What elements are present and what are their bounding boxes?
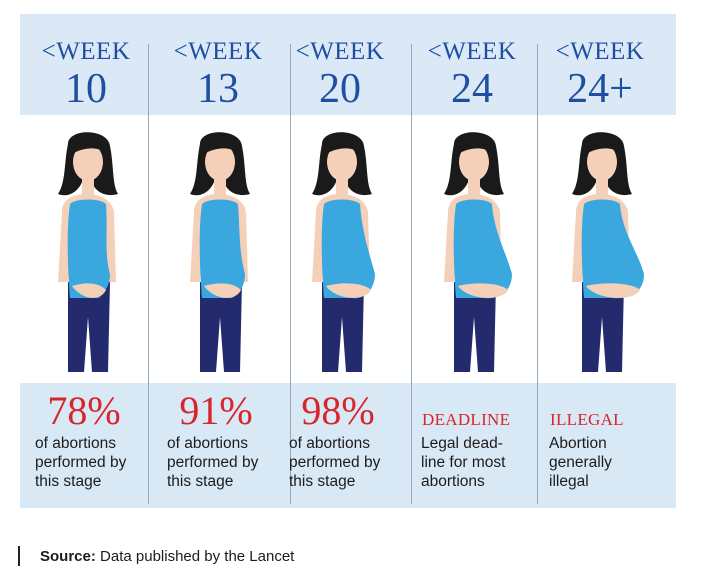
hair-fringe <box>458 141 490 154</box>
top <box>581 199 644 299</box>
pregnant-woman-illustration <box>572 132 644 372</box>
stage-column-week-13: <WEEK 13 91% of abortions performed by t… <box>156 14 280 508</box>
pregnant-woman-illustration <box>312 132 375 372</box>
neck <box>336 178 348 196</box>
pants <box>68 282 110 372</box>
pants <box>200 282 242 372</box>
stage-column-week-10: <WEEK 10 78% of abortions performed by t… <box>24 14 148 508</box>
stat-description: of abortions performed by this stage <box>167 434 279 491</box>
stage-heading: ILLEGAL <box>550 410 624 429</box>
description-line: performed by <box>289 454 381 471</box>
week-label: <WEEK <box>555 38 645 65</box>
hair-fringe <box>586 141 618 154</box>
hair-fringe <box>72 141 104 154</box>
neck <box>82 178 94 196</box>
top <box>321 199 375 299</box>
week-label: <WEEK <box>41 38 131 65</box>
hands <box>326 283 371 298</box>
description-line: line for most <box>421 454 506 471</box>
neck <box>596 178 608 196</box>
description-line: of abortions <box>35 435 116 452</box>
column-divider <box>411 44 412 504</box>
pants <box>322 282 364 372</box>
top <box>453 199 512 299</box>
description-line: of abortions <box>167 435 248 452</box>
hair-fringe <box>326 141 358 154</box>
pregnant-woman-illustration <box>190 132 250 372</box>
stage-column-week-20: <WEEK 20 98% of abortions performed by t… <box>278 14 402 508</box>
description-line: performed by <box>35 454 127 471</box>
week-number: 24+ <box>567 66 633 112</box>
column-divider <box>148 44 149 504</box>
neck <box>214 178 226 196</box>
week-label: <WEEK <box>173 38 263 65</box>
stage-heading: DEADLINE <box>422 410 511 429</box>
stats-band <box>20 383 676 508</box>
source-marker <box>18 546 20 566</box>
neck <box>468 178 480 196</box>
face <box>327 143 357 181</box>
hair-fringe <box>204 141 236 154</box>
week-number: 13 <box>197 66 239 112</box>
description-line: this stage <box>289 473 356 490</box>
description-line: illegal <box>549 473 589 490</box>
column-divider <box>290 44 291 504</box>
face <box>587 143 617 181</box>
hands <box>204 283 241 298</box>
description-line: Abortion <box>549 435 607 452</box>
pants <box>582 282 624 372</box>
description-line: this stage <box>167 473 234 490</box>
stat-percentage: 91% <box>179 388 253 433</box>
column-divider <box>537 44 538 504</box>
stat-description: of abortions performed by this stage <box>35 434 147 491</box>
hands <box>72 283 106 298</box>
hands <box>586 283 640 298</box>
pregnant-woman-illustration <box>58 132 118 372</box>
description-line: generally <box>549 454 612 471</box>
description-line: Legal dead- <box>421 435 503 452</box>
description-line: of abortions <box>289 435 370 452</box>
top <box>67 199 110 299</box>
face <box>459 143 489 181</box>
top <box>199 199 245 299</box>
stat-description: Legal dead- line for most abortions <box>421 434 533 491</box>
description-line: abortions <box>421 473 485 490</box>
week-label: <WEEK <box>295 38 385 65</box>
source-label: Source: <box>40 548 96 565</box>
source-value: Data published by the Lancet <box>100 548 295 565</box>
stage-column-week-24-plus: <WEEK 24+ ILLEGAL Abortion generally ill… <box>538 14 662 508</box>
description-line: performed by <box>167 454 259 471</box>
source-text: Source: Data published by the Lancet <box>40 548 294 565</box>
pregnant-woman-illustration <box>444 132 512 372</box>
stat-description: of abortions performed by this stage <box>289 434 401 491</box>
stat-description: Abortion generally illegal <box>549 434 661 491</box>
week-label: <WEEK <box>427 38 517 65</box>
stat-percentage: 98% <box>301 388 375 433</box>
infographic-panel: <WEEK 10 78% of abortions performed by t… <box>20 14 676 508</box>
stage-column-week-24: <WEEK 24 DEADLINE Legal dead- line for m… <box>410 14 534 508</box>
description-line: this stage <box>35 473 102 490</box>
hands <box>458 283 508 298</box>
week-number: 20 <box>319 66 361 112</box>
stat-percentage: 78% <box>47 388 121 433</box>
pants <box>454 282 496 372</box>
header-band <box>20 14 676 115</box>
week-number: 10 <box>65 66 107 112</box>
face <box>73 143 103 181</box>
week-number: 24 <box>451 66 493 112</box>
face <box>205 143 235 181</box>
